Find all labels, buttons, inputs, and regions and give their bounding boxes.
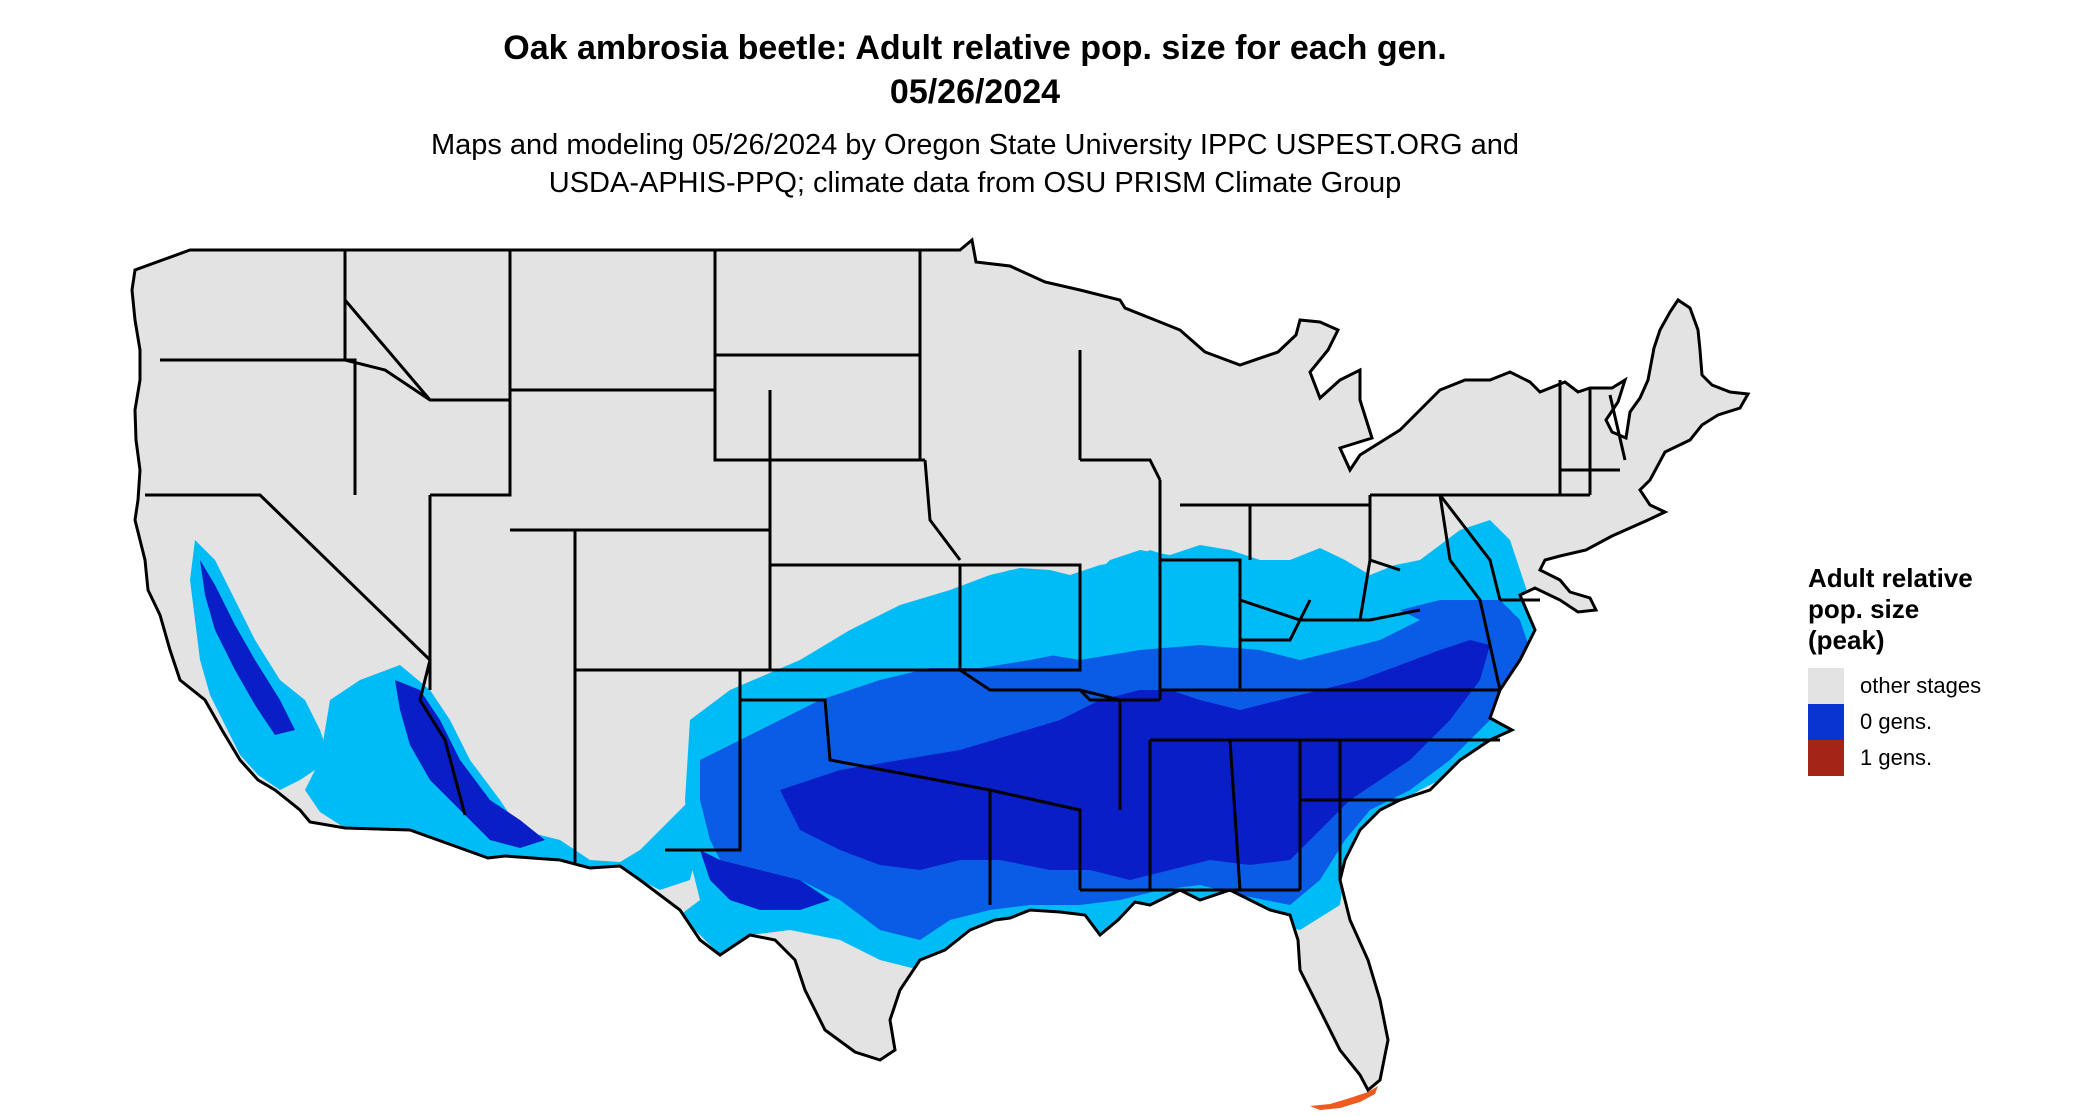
legend-title-line1: Adult relative [1808,563,1973,593]
map-title-date: 05/26/2024 [889,73,1061,111]
one-gen-zone-florida-keys [1310,1086,1378,1110]
legend: Adult relative pop. size (peak) other st… [1808,563,1981,776]
legend-item-other-stages: other stages [1808,668,1981,704]
legend-item-0-gens: 0 gens. [1808,704,1981,740]
legend-swatch-1-gens [1808,740,1844,776]
legend-title-line2: pop. size [1808,594,1920,624]
dark-blue-zone-core [780,640,1490,880]
legend-label-other-stages: other stages [1860,673,1982,698]
map-title-line1: Oak ambrosia beetle: Adult relative pop.… [503,29,1447,67]
legend-swatch-0-gens [1808,704,1844,740]
legend-label-1-gens: 1 gens. [1860,745,1933,770]
legend-swatch-other-stages [1808,668,1844,704]
legend-title-line3: (peak) [1808,625,1885,655]
light-blue-zone-california [190,540,330,790]
legend-label-0-gens: 0 gens. [1860,709,1933,734]
population-overlay [190,520,1545,970]
legend-item-1-gens: 1 gens. [1808,740,1981,776]
map-subtitle-line2: USDA-APHIS-PPQ; climate data from OSU PR… [548,167,1402,199]
state-borders [130,237,1751,1093]
map-subtitle-line1: Maps and modeling 05/26/2024 by Oregon S… [430,129,1520,161]
light-blue-zone-midwest [980,548,1420,660]
dark-blue-zone-california [200,560,295,735]
dark-blue-zone-texas [700,850,830,910]
